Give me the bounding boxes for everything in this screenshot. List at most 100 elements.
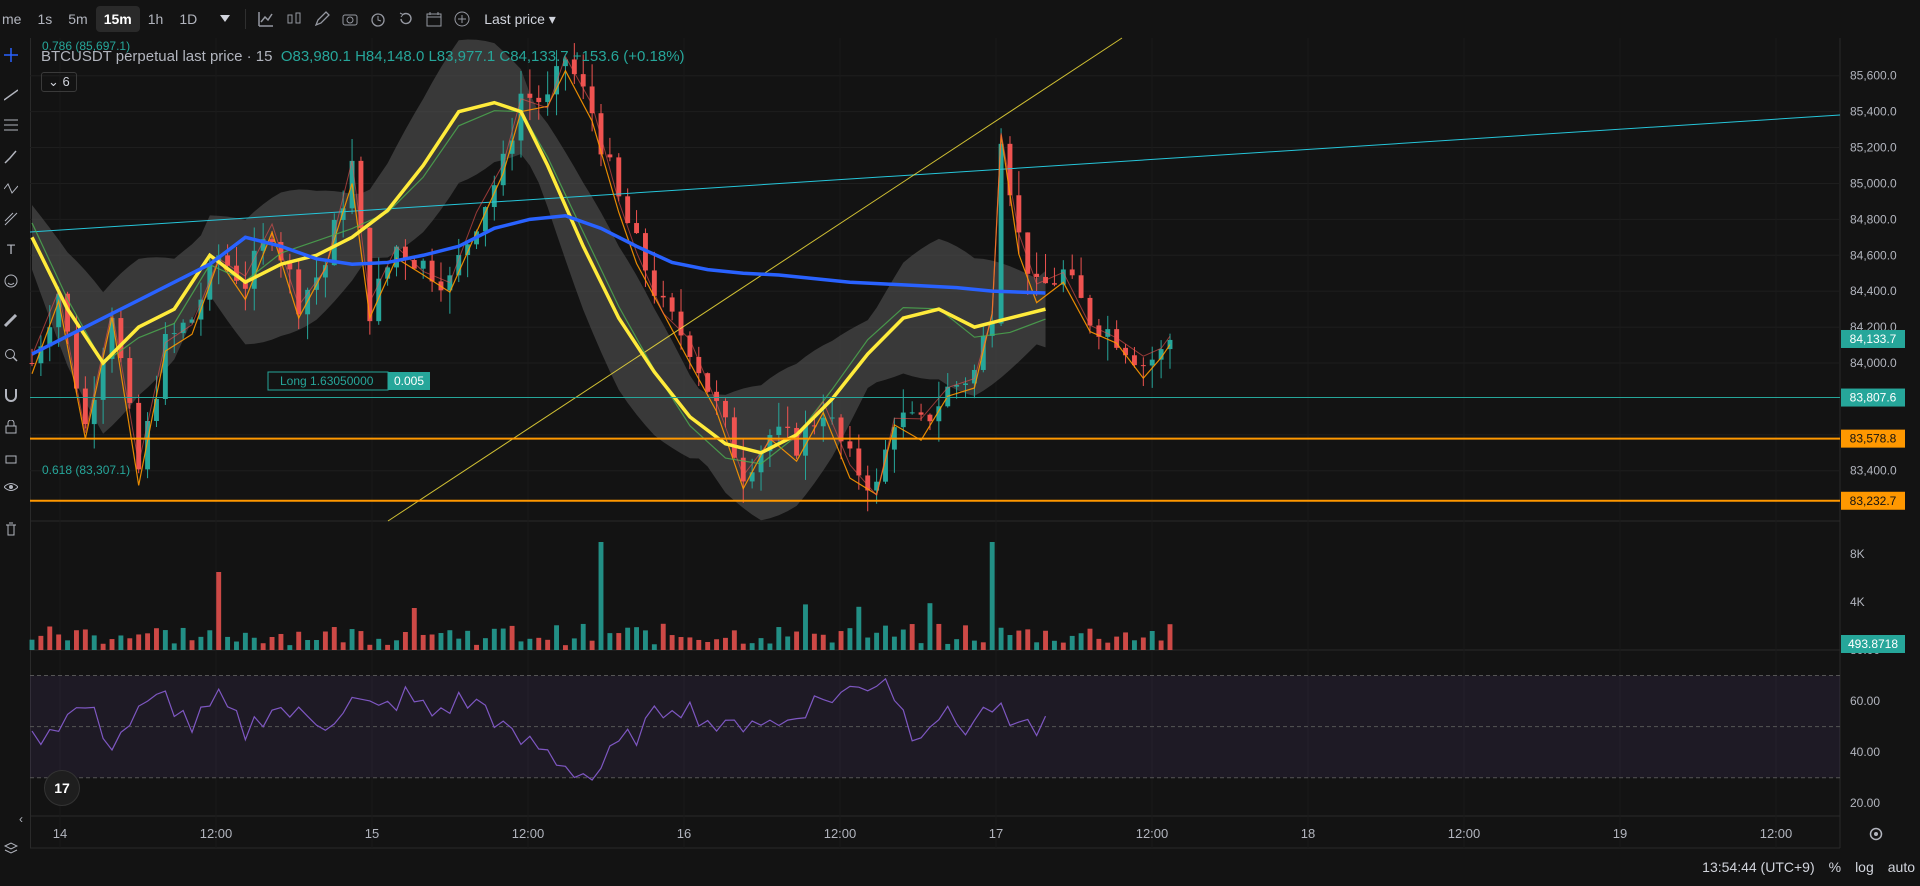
time-tick-label: 12:00 [1448,826,1481,841]
partial-label[interactable]: me [2,11,22,27]
lock-drawings-icon[interactable] [0,446,22,468]
candle [394,246,399,268]
volume-bar [127,638,133,650]
legend-open: O83,980.1 [280,48,351,65]
volume-bar [234,641,239,650]
indicators-icon[interactable] [252,5,280,33]
line-tools-icon[interactable] [0,208,22,230]
trash-icon[interactable] [0,518,22,540]
eye-icon[interactable] [0,476,22,498]
volume-bar [643,630,648,650]
text-icon[interactable]: T [6,241,16,257]
volume-bar [189,640,195,650]
volume-bar [625,627,631,650]
trend-line-icon[interactable] [0,84,22,106]
volume-bar [1016,630,1022,650]
price-tick-label: 84,600.0 [1850,248,1897,262]
price-tick-label: 83,400.0 [1850,464,1897,478]
ruler-icon[interactable] [0,310,22,332]
candle [74,331,79,389]
volume-bar [1149,630,1155,650]
volume-bar [891,636,897,650]
alarm-icon[interactable] [364,5,392,33]
volume-bar [260,643,266,650]
auto-toggle[interactable]: auto [1887,859,1915,875]
zoom-icon[interactable] [0,344,22,366]
timeframe-dropdown-icon[interactable] [211,5,239,33]
position-marker[interactable]: Long 1.63050000 0.005 [267,371,430,391]
volume-bar [794,631,800,650]
timeframe-15m[interactable]: 15m [95,6,140,32]
candle [269,239,275,242]
candle [1078,275,1084,298]
clock: 13:54:44 (UTC+9) [1702,859,1815,875]
calendar-icon[interactable] [420,5,448,33]
trend-line [29,114,1841,233]
candle [900,412,906,428]
price-source-dropdown[interactable]: Last price ▾ [484,10,556,27]
pattern-icon[interactable] [0,178,22,200]
volume-bar [660,623,666,650]
volume-bar [109,639,115,650]
lock-icon[interactable] [0,416,22,438]
volume-bar [571,638,577,650]
candle [82,388,88,425]
volume-bar [29,639,35,650]
time-tick-label: 12:00 [1136,826,1169,841]
timeframe-1h[interactable]: 1h [147,11,164,27]
timeframe-1d[interactable]: 1D [179,11,198,27]
tradingview-logo[interactable]: 17 [44,770,80,806]
candle [1140,365,1146,367]
volume-bar [154,628,159,650]
volume-bar [909,624,915,650]
volume-bar [1060,642,1066,650]
position-qty: 0.005 [394,374,424,388]
time-tick-label: 12:00 [1760,826,1793,841]
timeframe-1s[interactable]: 1s [37,11,53,27]
object-tree-icon[interactable] [0,838,22,860]
volume-bar [340,642,346,650]
chart-type-icon[interactable] [280,5,308,33]
candle [251,250,257,289]
candle [127,358,133,403]
candle [136,402,142,470]
settings-gear-icon[interactable] [1868,826,1884,842]
position-label: Long 1.63050000 [280,374,374,388]
candle [171,333,177,335]
volume-bar [1087,628,1093,650]
collapse-icon[interactable]: ‹ [19,812,23,826]
price-tag [1841,429,1905,448]
crosshair-icon[interactable] [0,44,22,66]
candle [883,449,888,482]
camera-icon[interactable] [336,5,364,33]
magnet-icon[interactable] [0,384,22,406]
price-tags: 84,133.7 83,807.6 83,578.8 83,232.7 493.8718 [1841,329,1905,653]
percent-toggle[interactable]: % [1828,859,1842,875]
candle [696,356,702,374]
volume-bar [394,640,399,650]
candle [145,420,151,470]
candle [918,412,924,415]
emoji-icon[interactable] [0,270,22,292]
brush-icon[interactable] [0,146,22,168]
replay-icon[interactable] [392,5,420,33]
candle [411,260,417,269]
candle [785,426,791,428]
ma-red [31,55,1171,497]
timeframe-5m[interactable]: 5m [68,11,88,27]
pencil-icon[interactable] [308,5,336,33]
horizontal-levels[interactable] [30,397,1840,502]
add-icon[interactable] [448,5,476,33]
candle [456,255,462,276]
volume-bar [1078,633,1084,650]
candle [429,260,435,282]
volume-bar [687,637,693,650]
candle [794,427,800,456]
volume-bar [776,627,782,650]
log-toggle[interactable]: log [1855,859,1874,875]
fib-icon[interactable] [0,114,22,136]
symbol-title[interactable]: BTCUSDT perpetual last price · 15 [41,48,273,65]
indicator-count-badge[interactable]: ⌄ 6 [41,72,77,92]
volume-bar [385,644,391,650]
